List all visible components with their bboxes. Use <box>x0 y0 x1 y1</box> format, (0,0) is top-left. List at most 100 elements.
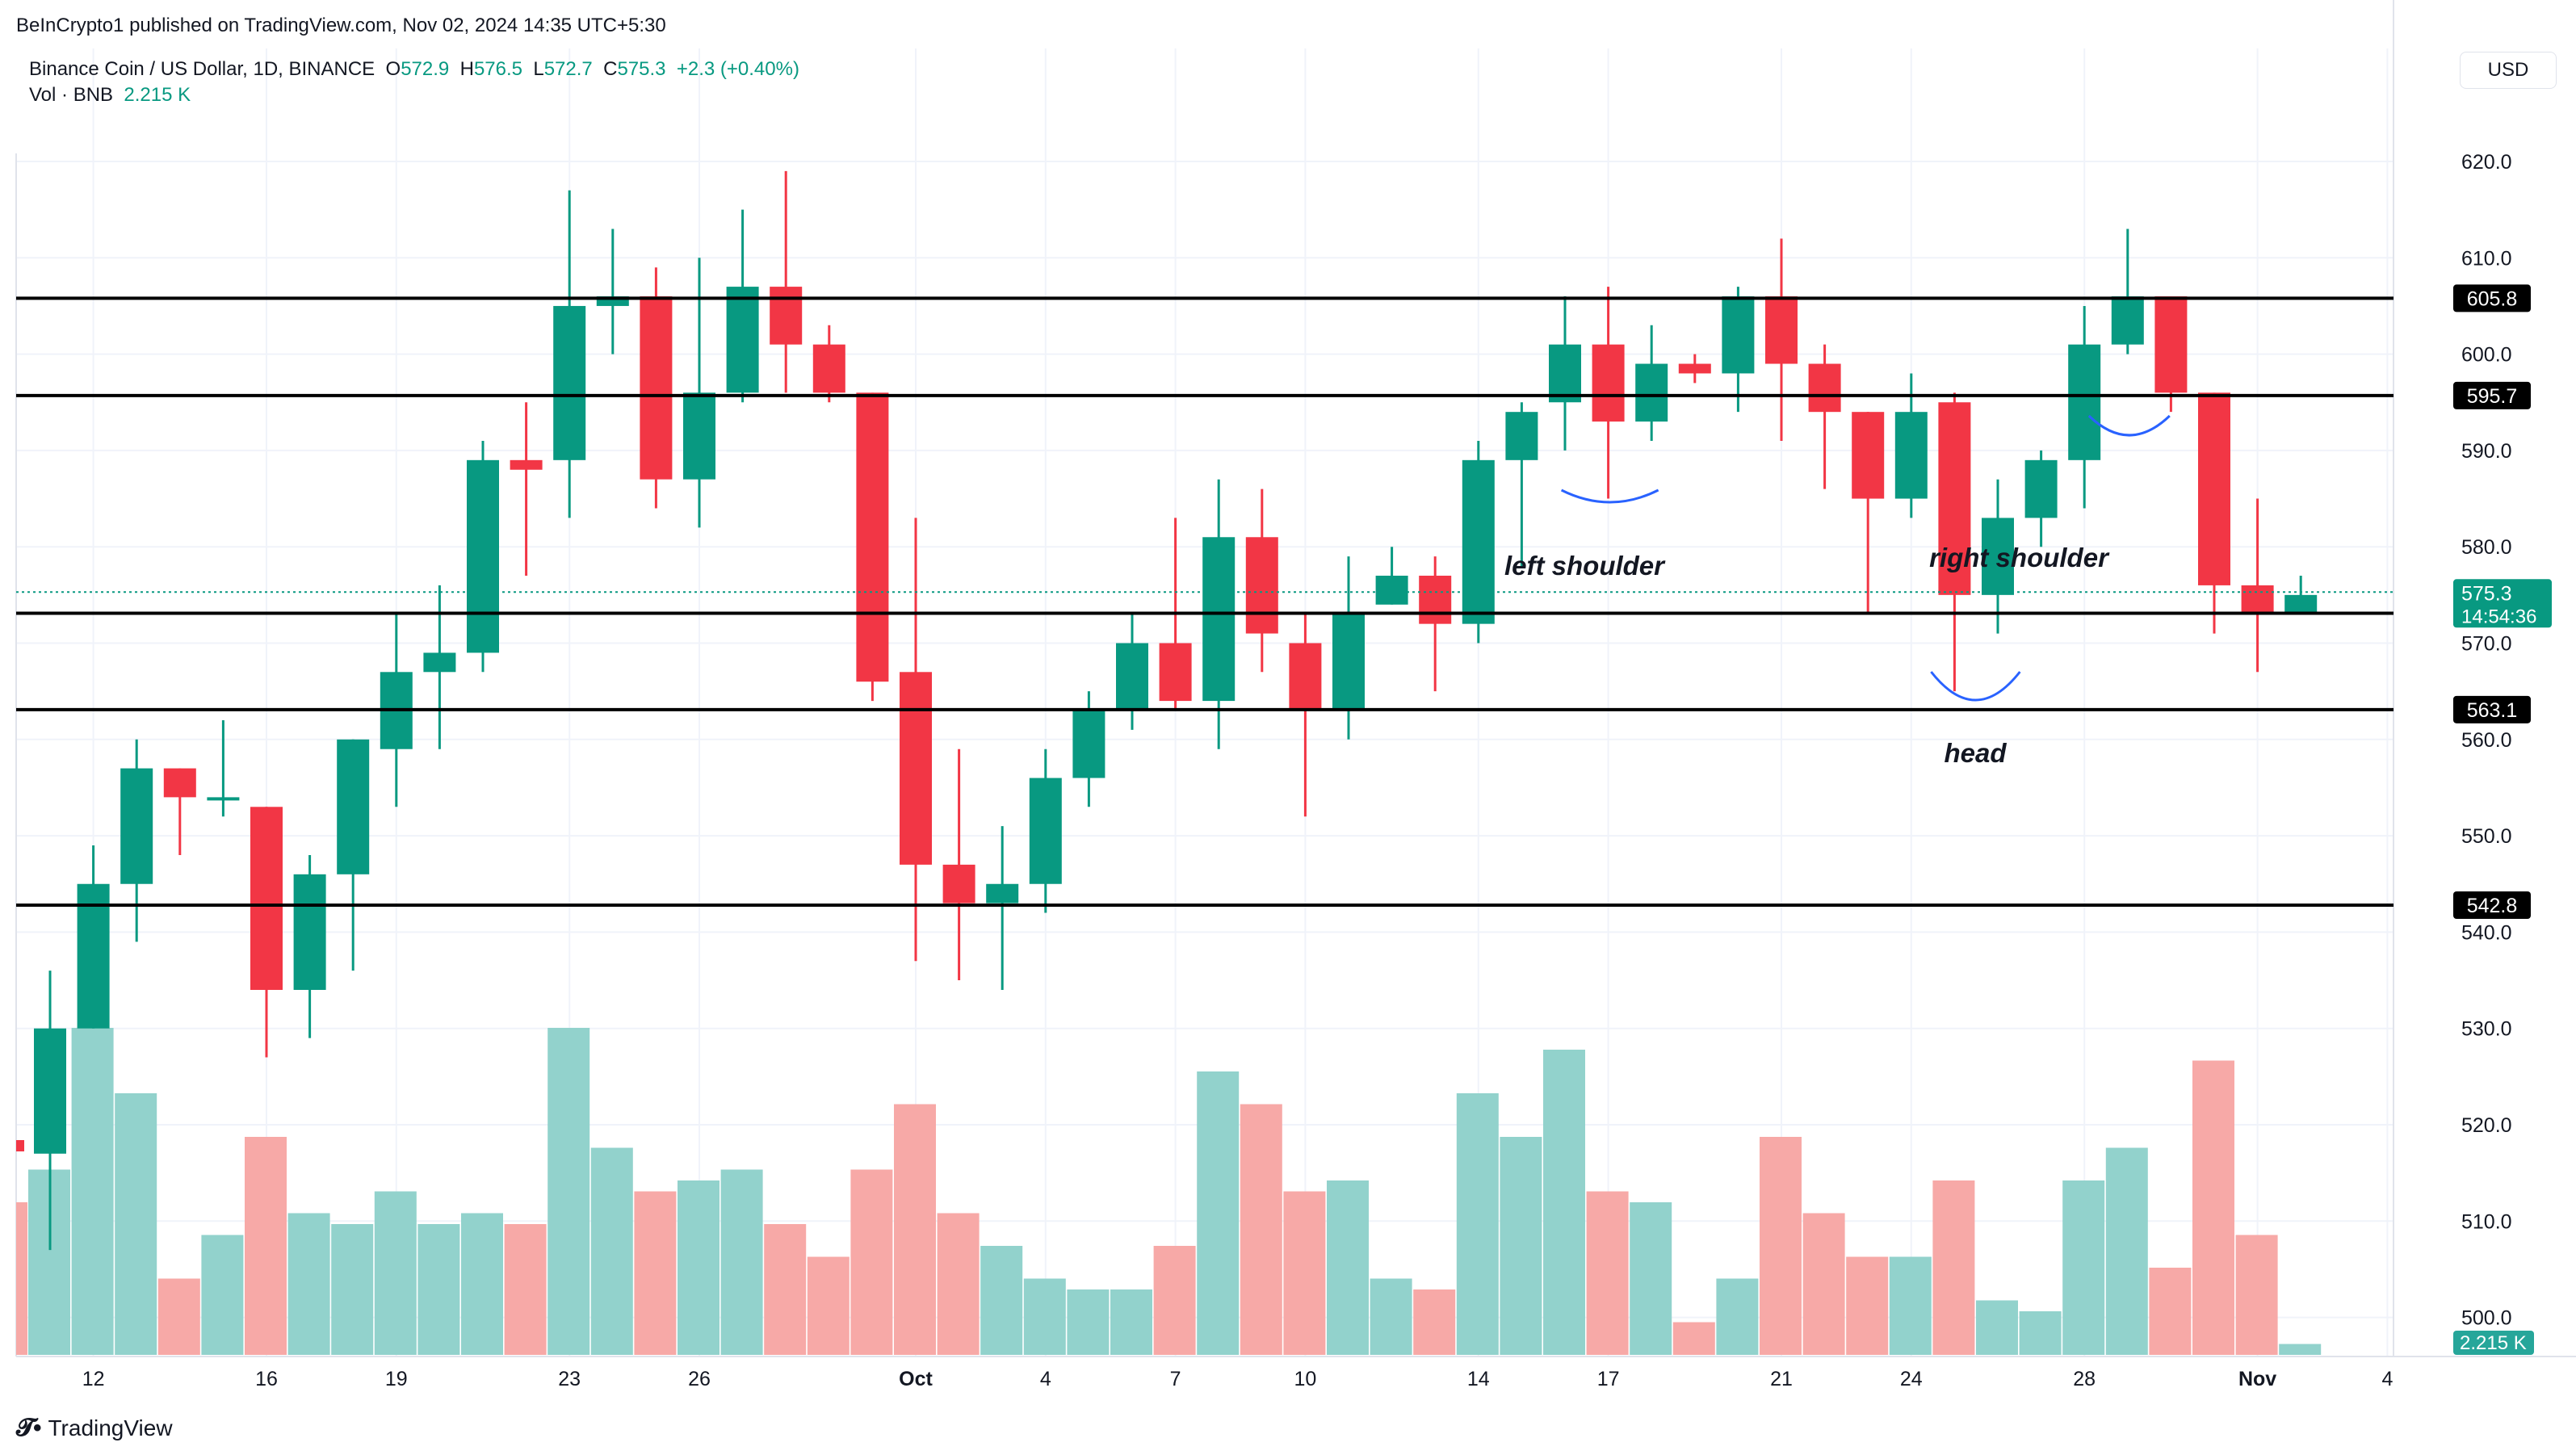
candle-body <box>1592 344 1625 422</box>
candle-body <box>683 392 715 480</box>
volume-bar <box>461 1213 503 1355</box>
time-tick-label: 4 <box>2381 1368 2393 1390</box>
symbol-legend: Binance Coin / US Dollar, 1D, BINANCE O5… <box>29 58 799 81</box>
candle-body <box>1894 412 1928 499</box>
time-axis[interactable]: 12 16 19 23 26 Oct 4 7 10 14 17 21 24 28 Nov 4 <box>82 1368 2393 1390</box>
volume-bar <box>678 1180 720 1355</box>
candle-body <box>1072 711 1105 778</box>
candle-body <box>293 874 326 990</box>
level-price-tag[interactable] <box>2453 381 2531 409</box>
candle <box>34 971 66 1251</box>
level-price-tag[interactable] <box>2453 695 2531 723</box>
volume-bar <box>2019 1311 2062 1355</box>
last-price-text: 575.3 <box>2461 582 2512 605</box>
candle <box>2241 498 2274 673</box>
volume-bar <box>1456 1093 1499 1355</box>
volume-bar <box>1846 1256 1889 1355</box>
candle-body <box>1375 575 1408 605</box>
candle <box>1159 518 1192 711</box>
high-label: H <box>459 58 474 80</box>
volume-tag-text: 2.215 K <box>2460 1332 2527 1354</box>
candle <box>1852 412 1885 614</box>
candle-body <box>770 287 803 345</box>
volume-bar <box>2105 1147 2148 1355</box>
volume-bar <box>71 1028 114 1355</box>
symbol-name[interactable]: Binance Coin / US Dollar, 1D, BINANCE <box>29 58 375 80</box>
candle-body <box>337 739 370 874</box>
price-tick-label: 500.0 <box>2461 1307 2512 1330</box>
candle-body <box>596 296 629 306</box>
volume-bar <box>894 1104 936 1355</box>
candle <box>2068 305 2101 509</box>
candle <box>250 807 283 1058</box>
volume-bar <box>1976 1300 2018 1355</box>
horizontal-levels[interactable] <box>16 296 2393 907</box>
candle-body <box>1982 518 2014 595</box>
candle-body <box>250 807 283 990</box>
volume-bar <box>1500 1137 1542 1355</box>
candle-body <box>1245 537 1278 634</box>
candle-body <box>942 864 975 904</box>
candle-body <box>1635 363 1668 422</box>
candle <box>1116 614 1148 730</box>
currency-button[interactable]: USD <box>2460 52 2557 89</box>
price-tick-label: 540.0 <box>2461 921 2512 944</box>
candle-body <box>2198 392 2230 585</box>
volume-bar <box>850 1169 893 1355</box>
candle <box>2024 450 2058 547</box>
candle-body <box>900 672 932 865</box>
open-label: O <box>385 58 401 80</box>
volume-bar <box>1672 1322 1715 1355</box>
price-axis[interactable]: 500.0 510.0 520.0 530.0 540.0 550.0 560.0 570.0… <box>2453 151 2552 1355</box>
price-tick-label: 520.0 <box>2461 1114 2512 1137</box>
candle <box>683 258 715 528</box>
time-tick-label: 16 <box>255 1368 278 1390</box>
volume-label[interactable]: Vol · BNB <box>29 84 114 106</box>
volume-bar <box>331 1224 374 1355</box>
level-price-tag[interactable] <box>2453 284 2531 312</box>
level-price-tag[interactable] <box>2453 891 2531 919</box>
volume-bar <box>807 1256 850 1355</box>
volume-bar <box>1543 1050 1585 1355</box>
volume-bar <box>937 1213 980 1355</box>
candle <box>1678 354 1711 384</box>
candle <box>1592 287 1625 499</box>
price-tick-label: 610.0 <box>2461 247 2512 270</box>
brand-name: TradingView <box>48 1415 173 1440</box>
time-tick-label: 21 <box>1770 1368 1793 1390</box>
volume-bar <box>980 1246 1023 1355</box>
time-tick-label: 28 <box>2073 1368 2096 1390</box>
candle <box>770 170 803 393</box>
candle <box>1289 614 1322 817</box>
candle <box>1505 402 1538 567</box>
candle-body <box>1462 459 1495 624</box>
volume-bar <box>1413 1289 1456 1355</box>
candle-body <box>34 1028 66 1154</box>
candle <box>1722 287 1755 413</box>
volume-bar <box>157 1278 200 1355</box>
volume-bar <box>1932 1180 1975 1355</box>
tradingview-logo[interactable]: 𝓣• TradingView <box>16 1415 173 1442</box>
volume-bar <box>1067 1289 1110 1355</box>
price-tick-label: 560.0 <box>2461 729 2512 752</box>
price-tick-label: 600.0 <box>2461 344 2512 367</box>
open-value: 572.9 <box>401 58 450 80</box>
candle <box>1029 748 1062 913</box>
time-tick-label: 24 <box>1900 1368 1923 1390</box>
last-price-tag[interactable] <box>2453 579 2552 628</box>
volume-tag[interactable] <box>2453 1331 2534 1355</box>
candle <box>1462 440 1495 644</box>
candle-body <box>2284 594 2318 614</box>
candle-body <box>1938 402 1971 595</box>
candle-body <box>986 883 1019 904</box>
volume-bar <box>2235 1235 2278 1355</box>
candle <box>986 826 1019 990</box>
price-tick-label: 550.0 <box>2461 825 2512 848</box>
volume-bar <box>1760 1137 1802 1355</box>
candle-body <box>1202 537 1236 702</box>
high-value: 576.5 <box>473 58 522 80</box>
candle <box>120 739 153 942</box>
low-label: L <box>533 58 544 80</box>
pattern-labels: left shoulder head right shoulder <box>1504 543 2110 768</box>
